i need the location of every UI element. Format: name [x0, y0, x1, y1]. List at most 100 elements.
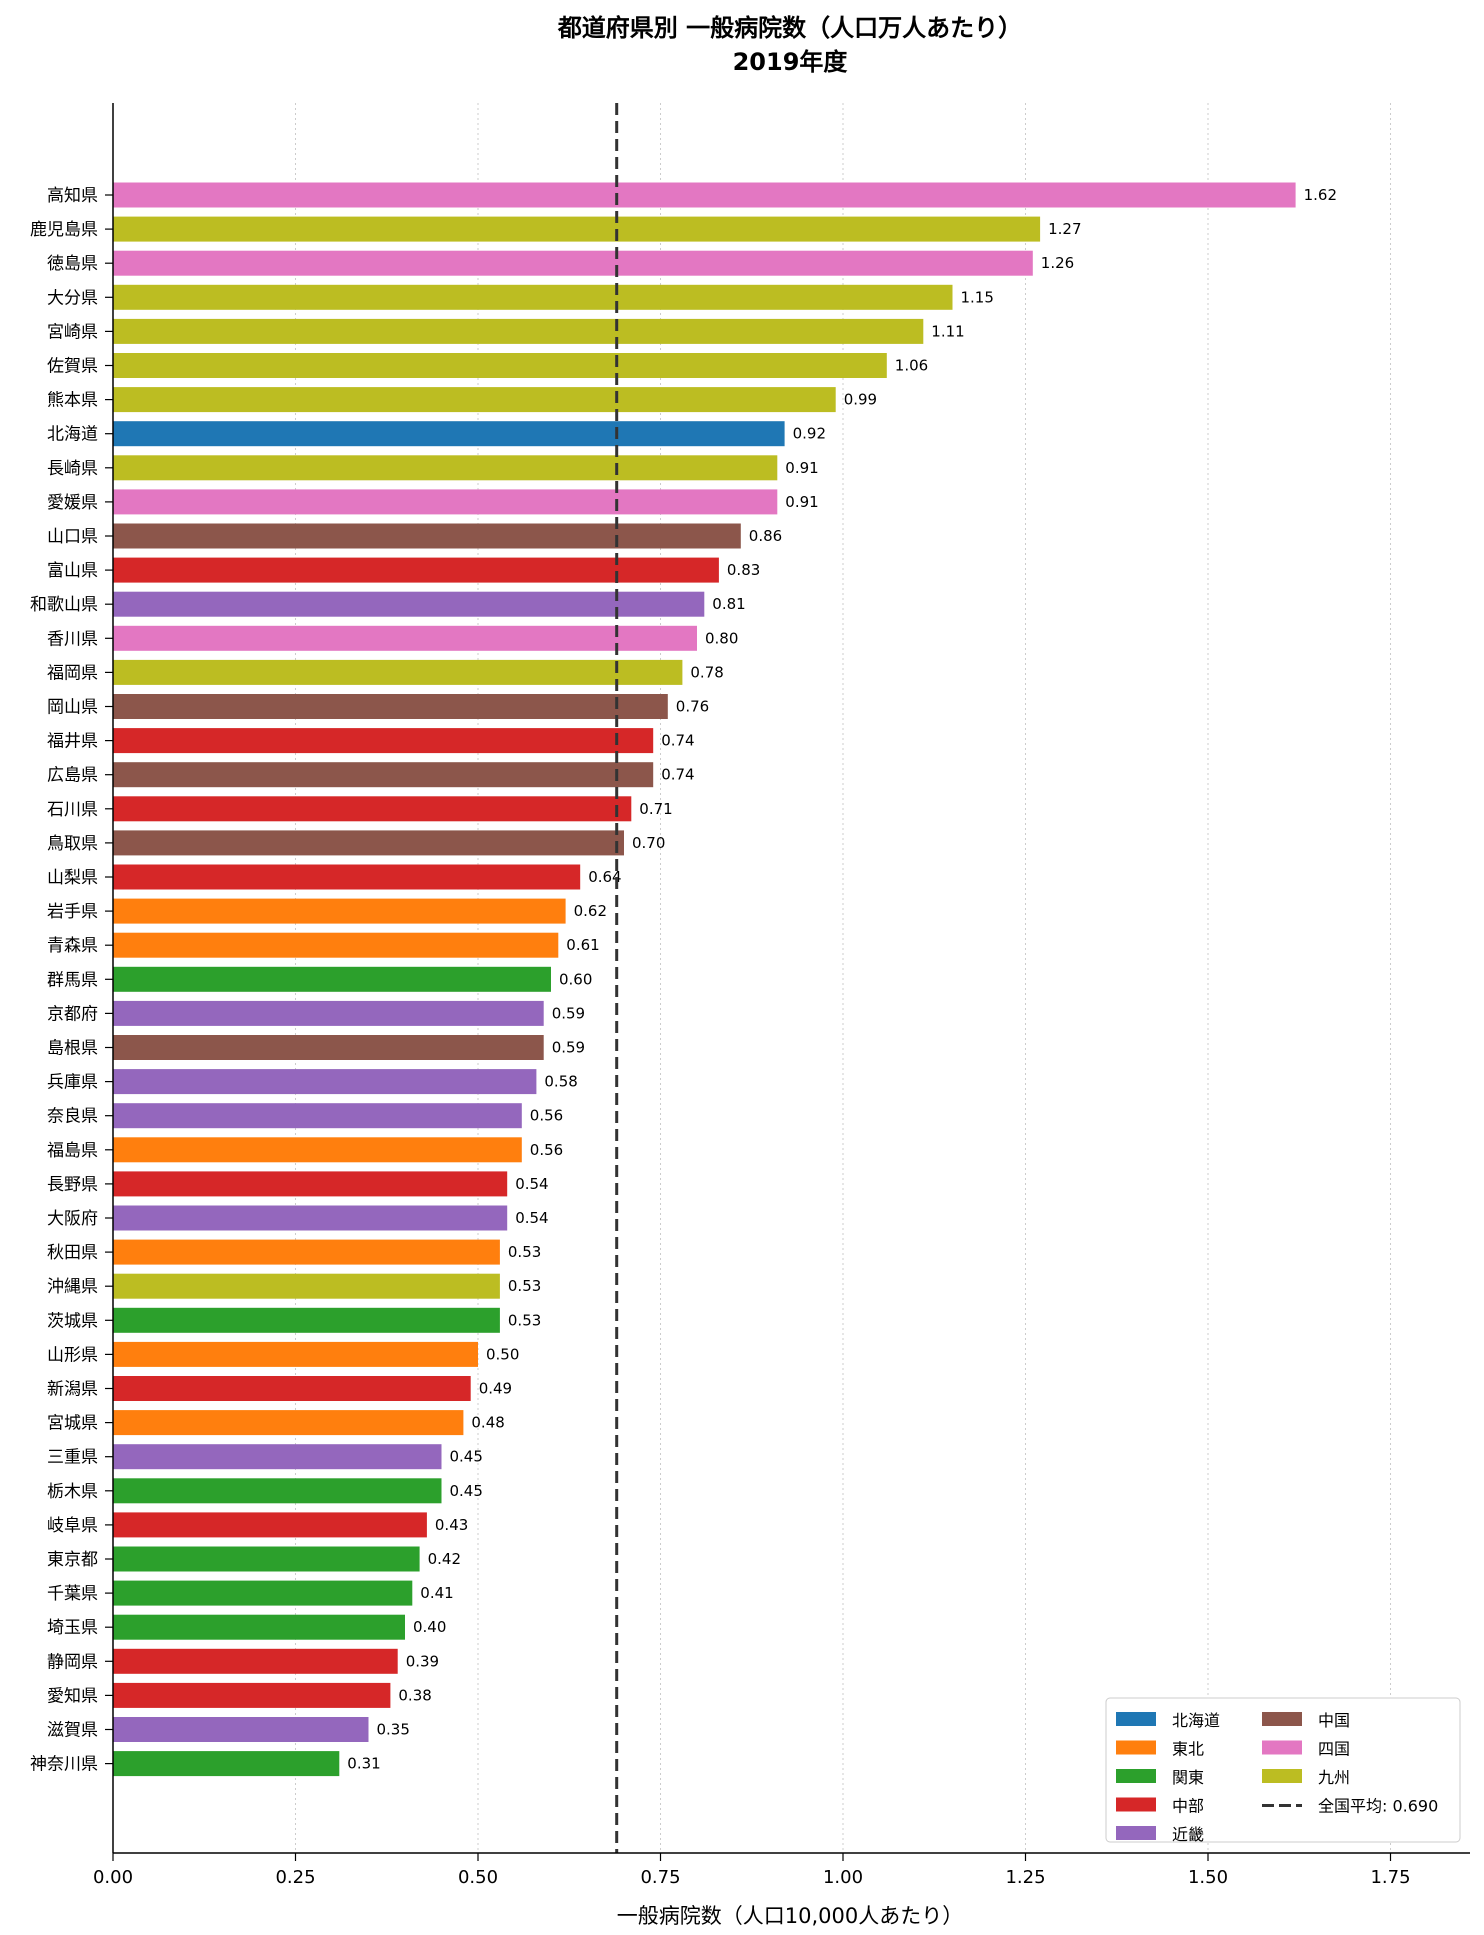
category-label: 岡山県: [47, 698, 98, 718]
bar: [113, 284, 953, 310]
bar: [113, 898, 566, 924]
category-label: 富山県: [47, 561, 98, 581]
bar: [113, 694, 668, 719]
category-label: 長崎県: [47, 459, 98, 479]
category-label: 愛媛県: [47, 493, 98, 513]
chart-title: 都道府県別 一般病院数（人口万人あたり）: [557, 14, 1022, 42]
category-label: 群馬県: [47, 970, 98, 990]
bar-value-label: 0.61: [566, 936, 599, 954]
bar: [113, 932, 559, 958]
legend-swatch: [1262, 1740, 1302, 1755]
bar: [113, 557, 719, 583]
bar-value-label: 0.74: [661, 732, 694, 750]
bar-value-label: 0.64: [588, 868, 621, 886]
bar: [113, 1376, 471, 1401]
x-tick-label: 0.50: [458, 1867, 498, 1888]
legend-label: 北海道: [1172, 1711, 1220, 1730]
category-label: 兵庫県: [47, 1073, 98, 1093]
bar: [113, 1648, 398, 1674]
bar: [113, 1580, 413, 1606]
bar: [113, 1000, 544, 1026]
bar-value-label: 0.38: [398, 1686, 431, 1704]
bar-value-label: 0.81: [712, 595, 745, 613]
category-label: 岐阜県: [47, 1516, 98, 1536]
x-axis-label: 一般病院数（人口10,000人あたり）: [617, 1904, 963, 1928]
bar: [113, 216, 1041, 242]
bar: [113, 318, 924, 344]
axes-group: 高知県鹿児島県徳島県大分県宮崎県佐賀県熊本県北海道長崎県愛媛県山口県富山県和歌山…: [30, 103, 1470, 1888]
legend-label: 東北: [1172, 1740, 1204, 1759]
legend-swatch: [1262, 1712, 1302, 1726]
category-label: 山形県: [47, 1345, 98, 1365]
x-tick-label: 1.25: [1005, 1867, 1045, 1888]
legend-label: 中部: [1172, 1797, 1204, 1816]
category-label: 福島県: [47, 1141, 98, 1161]
bar-value-label: 0.91: [785, 493, 818, 511]
bar-value-label: 0.48: [471, 1414, 504, 1432]
category-label: 滋賀県: [47, 1721, 98, 1741]
category-label: 大分県: [47, 288, 98, 308]
bar: [113, 966, 551, 992]
bar-value-label: 0.70: [632, 834, 665, 852]
bar: [113, 1239, 500, 1265]
bar: [113, 523, 741, 549]
bar: [113, 353, 887, 378]
x-tick-label: 0.00: [93, 1867, 133, 1888]
bar: [113, 1069, 537, 1095]
bar-value-label: 0.40: [413, 1618, 446, 1636]
bar: [113, 762, 654, 788]
category-label: 茨城県: [47, 1311, 98, 1331]
category-label: 埼玉県: [47, 1618, 98, 1638]
bar: [113, 1546, 420, 1572]
x-tick-label: 0.75: [640, 1867, 680, 1888]
bar-value-label: 1.15: [961, 288, 994, 306]
category-label: 新潟県: [47, 1380, 98, 1400]
bar: [113, 625, 697, 651]
bar: [113, 1273, 500, 1299]
bar-value-label: 0.54: [515, 1209, 548, 1227]
bar-value-label: 0.74: [661, 766, 694, 784]
bar: [113, 1035, 544, 1060]
x-tick-label: 1.50: [1188, 1867, 1228, 1888]
category-label: 宮崎県: [47, 322, 98, 342]
bar: [113, 1478, 442, 1504]
legend-label: 全国平均: 0.690: [1318, 1797, 1438, 1816]
bar-value-label: 0.35: [377, 1721, 410, 1739]
legend-swatch: [1116, 1712, 1156, 1726]
bar: [113, 1512, 427, 1538]
bar: [113, 1103, 522, 1129]
bar: [113, 1682, 391, 1708]
category-label: 和歌山県: [30, 595, 98, 615]
bar-value-label: 0.99: [844, 391, 877, 409]
bar-value-label: 0.54: [515, 1175, 548, 1193]
bar: [113, 1341, 478, 1367]
category-label: 高知県: [47, 186, 98, 206]
category-label: 奈良県: [47, 1107, 98, 1127]
legend-label: 関東: [1172, 1768, 1204, 1787]
category-label: 栃木県: [47, 1482, 98, 1502]
bar: [113, 591, 705, 617]
bar-value-label: 0.76: [676, 698, 709, 716]
bar: [113, 489, 778, 515]
bar-value-label: 0.59: [552, 1004, 585, 1022]
bar-value-label: 0.60: [559, 970, 592, 988]
category-label: 静岡県: [47, 1652, 98, 1672]
legend-swatch: [1116, 1769, 1156, 1783]
category-label: 宮城県: [47, 1414, 98, 1434]
bar: [113, 830, 624, 856]
x-tick-label: 1.00: [823, 1867, 863, 1888]
category-label: 東京都: [47, 1550, 98, 1570]
bar-value-label: 0.62: [574, 902, 607, 920]
bar-value-label: 1.11: [931, 322, 964, 340]
category-label: 大阪府: [47, 1209, 98, 1229]
bar-value-label: 0.43: [435, 1516, 468, 1534]
category-label: 秋田県: [47, 1243, 98, 1263]
bar-value-label: 0.53: [508, 1243, 541, 1261]
bar-value-label: 0.31: [347, 1755, 380, 1773]
category-label: 長野県: [47, 1175, 98, 1195]
bar: [113, 864, 581, 890]
bar-value-label: 0.56: [530, 1141, 563, 1159]
bar-value-label: 0.53: [508, 1277, 541, 1295]
bar: [113, 659, 683, 685]
